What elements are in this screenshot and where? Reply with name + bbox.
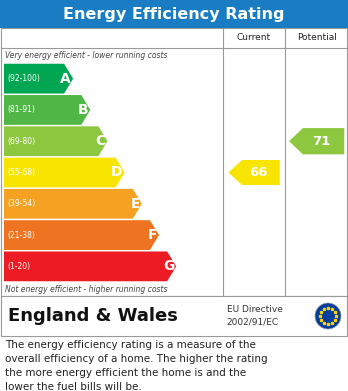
Text: C: C — [95, 134, 105, 148]
Polygon shape — [228, 160, 280, 185]
Text: A: A — [60, 72, 71, 86]
Text: (39-54): (39-54) — [7, 199, 35, 208]
Text: 66: 66 — [249, 166, 267, 179]
Text: Not energy efficient - higher running costs: Not energy efficient - higher running co… — [5, 285, 167, 294]
Text: Current: Current — [237, 34, 271, 43]
Text: (1-20): (1-20) — [7, 262, 30, 271]
Polygon shape — [4, 126, 108, 156]
Text: Very energy efficient - lower running costs: Very energy efficient - lower running co… — [5, 52, 167, 61]
Bar — [1, 28, 347, 296]
Text: E: E — [130, 197, 140, 211]
Circle shape — [315, 303, 341, 329]
Text: 2002/91/EC: 2002/91/EC — [227, 317, 279, 326]
Polygon shape — [4, 64, 73, 93]
Text: England & Wales: England & Wales — [8, 307, 178, 325]
Text: B: B — [78, 103, 88, 117]
Text: Energy Efficiency Rating: Energy Efficiency Rating — [63, 7, 285, 22]
Text: (21-38): (21-38) — [7, 231, 35, 240]
Polygon shape — [4, 158, 125, 187]
Bar — [1, 296, 347, 336]
Text: The energy efficiency rating is a measure of the
overall efficiency of a home. T: The energy efficiency rating is a measur… — [5, 340, 268, 391]
Text: (92-100): (92-100) — [7, 74, 40, 83]
Polygon shape — [4, 95, 90, 125]
Text: (81-91): (81-91) — [7, 106, 35, 115]
Text: 71: 71 — [312, 135, 330, 148]
Text: Potential: Potential — [297, 34, 337, 43]
Text: F: F — [148, 228, 157, 242]
Text: (69-80): (69-80) — [7, 137, 35, 146]
Text: (55-68): (55-68) — [7, 168, 35, 177]
Polygon shape — [4, 251, 176, 281]
Polygon shape — [4, 189, 142, 219]
Text: EU Directive: EU Directive — [227, 305, 283, 314]
Bar — [0, 0, 348, 28]
Polygon shape — [289, 128, 344, 154]
Text: G: G — [163, 259, 174, 273]
Polygon shape — [4, 220, 159, 250]
Text: D: D — [111, 165, 122, 179]
